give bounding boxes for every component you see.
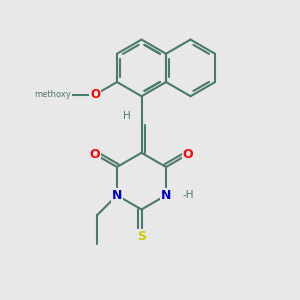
Text: N: N [112,189,122,202]
Text: O: O [90,88,100,101]
Text: -H: -H [182,190,194,200]
Text: N: N [161,189,171,202]
Text: H: H [123,111,131,121]
Text: O: O [183,148,194,161]
Text: O: O [90,148,100,161]
Text: methoxy: methoxy [34,90,71,99]
Text: S: S [137,230,146,243]
